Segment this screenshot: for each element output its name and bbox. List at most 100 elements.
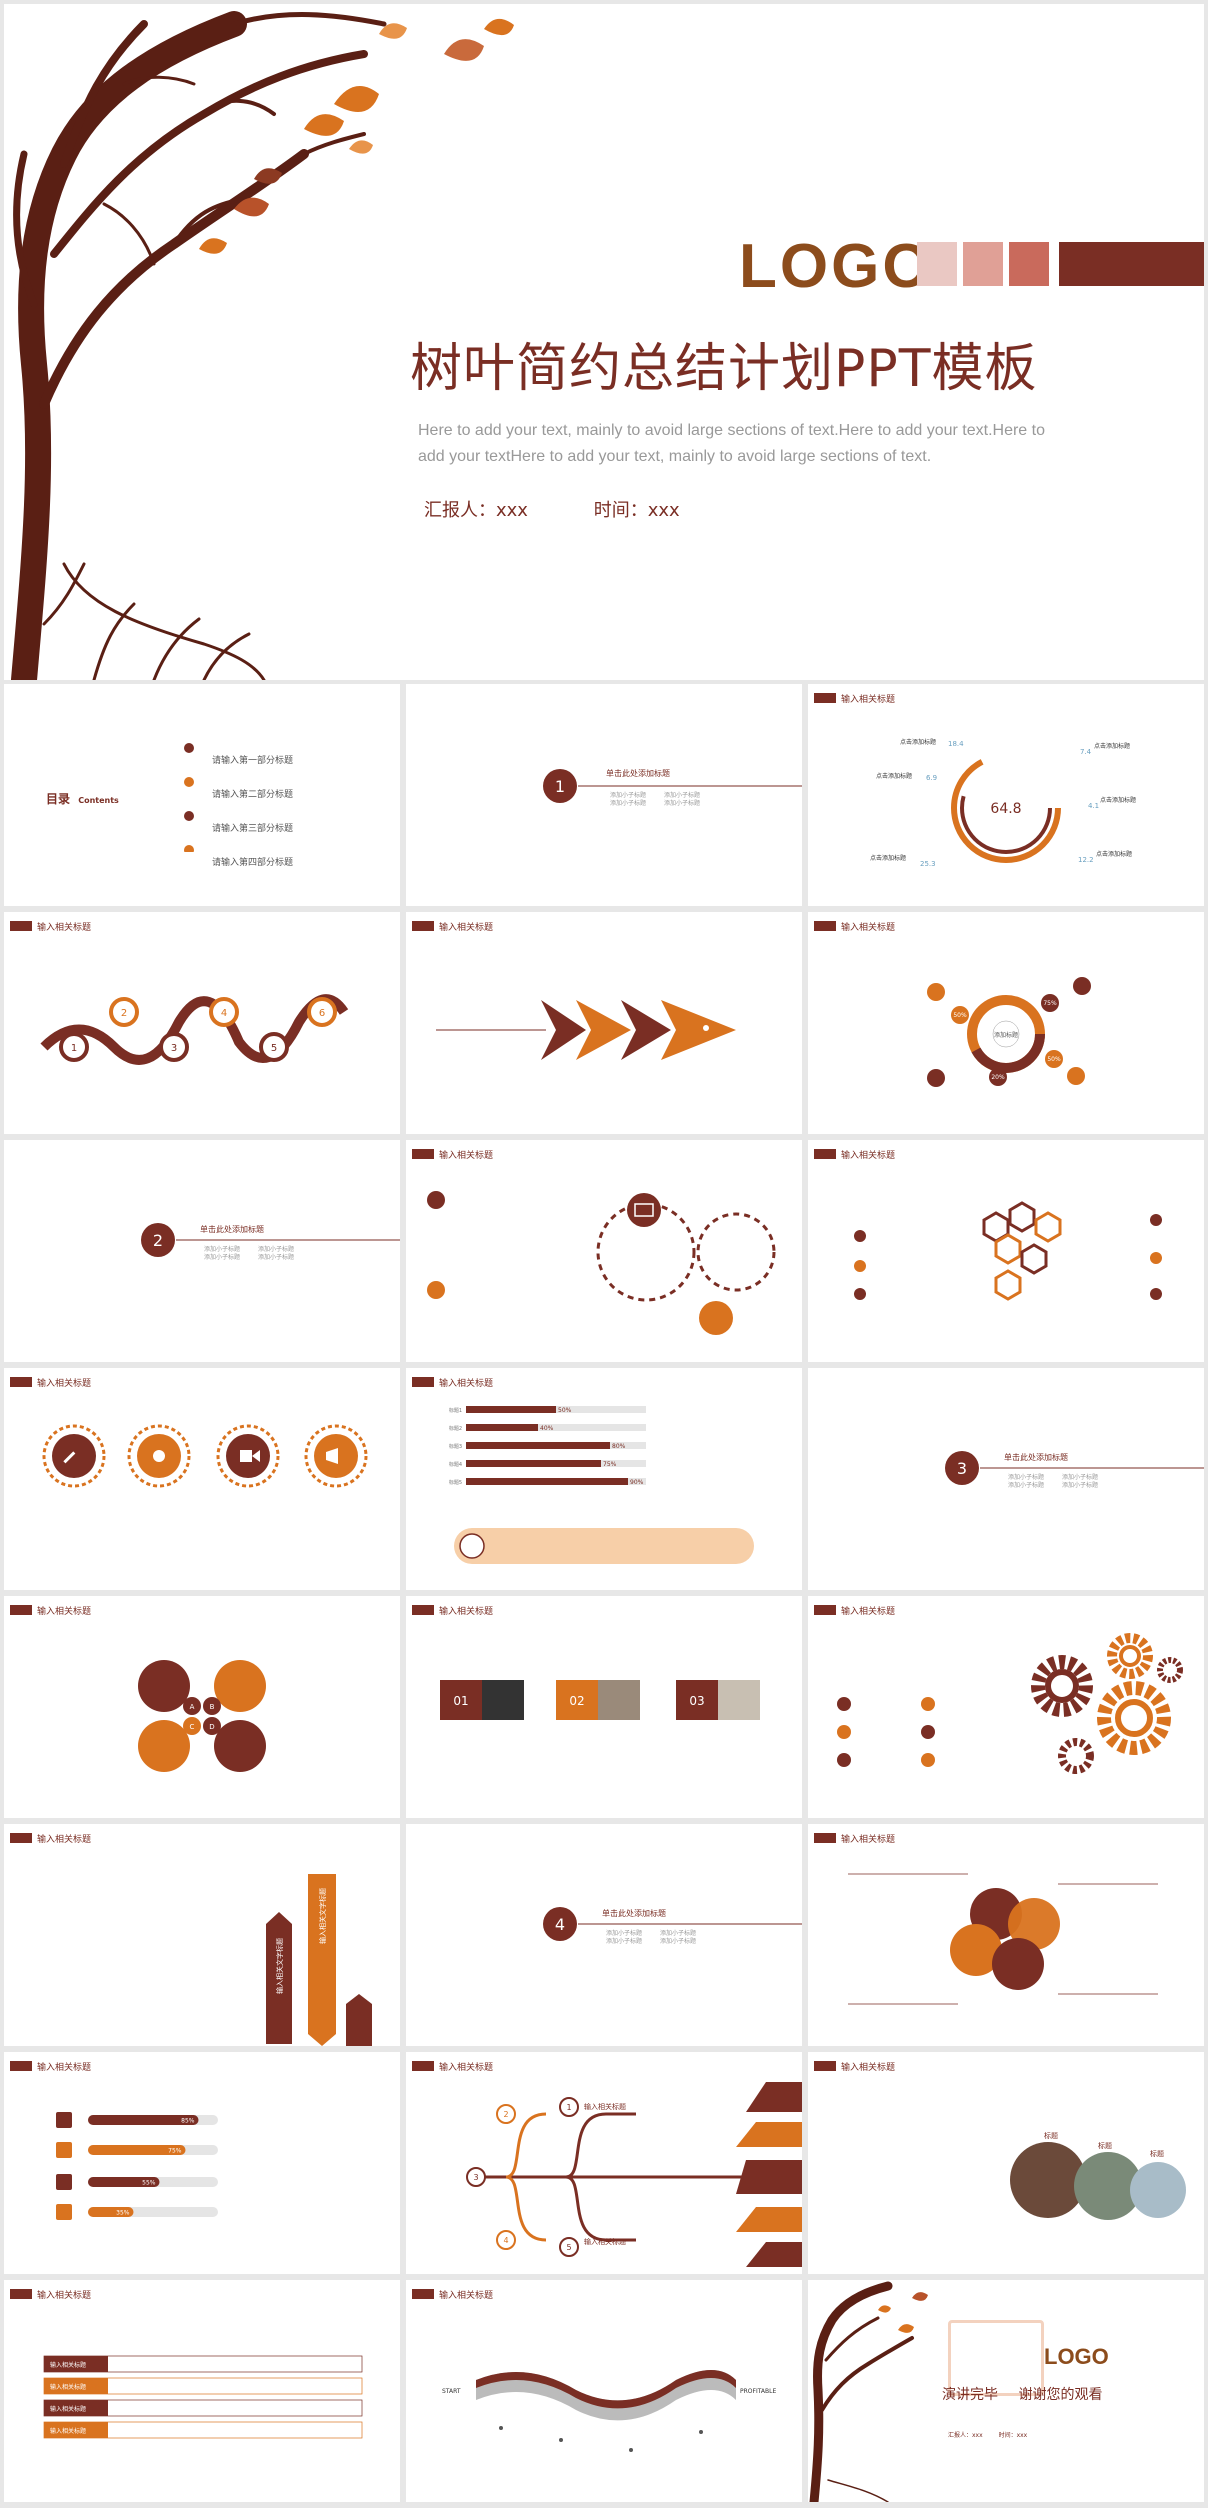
skill-bar-2 — [88, 2145, 186, 2155]
bar-label-1: 标题1 — [449, 1407, 462, 1414]
icon-circles — [42, 1424, 368, 1488]
section-3-number: 3 — [957, 1459, 967, 1478]
section-2-sub-c: 添加小子标题 — [204, 1254, 241, 1261]
slide-hexagons[interactable]: 输入相关标题 — [808, 1140, 1204, 1362]
slide-dashed-cycle[interactable]: 输入相关标题 — [406, 1140, 802, 1362]
branch-num-4: 4 — [503, 2236, 508, 2245]
branch-num-5: 5 — [566, 2243, 571, 2252]
bar-track — [466, 1424, 646, 1431]
ring-value-1: 18.4 — [948, 740, 964, 748]
section-1-graphic: 1 — [543, 769, 802, 803]
step-3: 3 — [171, 1043, 177, 1054]
section-1-sub-c: 添加小子标题 — [610, 800, 647, 807]
section-3-graphic: 3 — [945, 1451, 1204, 1485]
ring-value-5: 4.1 — [1088, 802, 1099, 810]
hexagon-cluster — [854, 1201, 1162, 1301]
ending-logo-frame — [948, 2320, 1044, 2396]
card-num-2: 02 — [569, 1694, 584, 1708]
slide-toc[interactable]: 目录 Contents 请输入第一部分标题 请输入第二部分标题 请输入第三部分标… — [4, 684, 400, 906]
slide-bar-chart[interactable]: 输入相关标题 50% 标题1 40% 标题2 80% 标题3 75% 标题4 90% 标题5 — [406, 1368, 802, 1590]
abcd-c: C — [190, 1723, 195, 1731]
slide-skill-bars[interactable]: 输入相关标题 85% 75% 55% 35% — [4, 2052, 400, 2274]
abcd-circles: A B C D — [138, 1660, 266, 1772]
slide-header: 输入相关标题 — [406, 920, 501, 936]
slide-arrows[interactable]: 输入相关标题 — [406, 912, 802, 1134]
donut-center-label: 添加标题 — [994, 1031, 1018, 1039]
toc-item-4[interactable]: 请输入第四部分标题 — [212, 858, 294, 868]
slide-ring-chart[interactable]: 输入相关标题 64.8 18.4 6.9 25.3 7.4 4.1 12.2 点… — [808, 684, 1204, 906]
slide-table[interactable]: 输入相关标题 输入相关标题 输入相关标题 输入相关标题 输入相关标题 — [4, 2280, 400, 2502]
gears-graphic — [837, 1633, 1183, 1774]
slide-photo-circles[interactable]: 输入相关标题 标题 标题 标题 — [808, 2052, 1204, 2274]
donut-pct-2: 75% — [1043, 1000, 1057, 1007]
ring-label-5: 点击添加标题 — [1100, 796, 1136, 804]
slide-venn-icons[interactable]: 输入相关标题 — [808, 1824, 1204, 2046]
ring-label-3: 点击添加标题 — [870, 854, 906, 862]
logo-bar — [1059, 242, 1204, 286]
donut-pct-1: 50% — [953, 1012, 967, 1019]
card-num-1: 01 — [453, 1694, 468, 1708]
slide-up-arrows[interactable]: 输入相关标题 输入相关文字标题 输入相关文字标题 — [4, 1824, 400, 2046]
skill-label-2: 75% — [168, 2148, 182, 2155]
skill-bar-1 — [88, 2115, 199, 2125]
slide-donut-icons[interactable]: 输入相关标题 添加标题 50% 75% 50% 20% — [808, 912, 1204, 1134]
cover-slide[interactable]: LOGO 树叶简约总结计划PPT模板 Here to add your text… — [4, 4, 1204, 680]
chevron-arrows — [436, 1000, 736, 1060]
slide-gears[interactable]: 输入相关标题 — [808, 1596, 1204, 1818]
step-6: 6 — [319, 1008, 325, 1019]
slide-section-4[interactable]: 4 单击此处添加标题 添加小子标题 添加小子标题 添加小子标题 添加小子标题 — [406, 1824, 802, 2046]
section-4-sub-a: 添加小子标题 — [606, 1930, 643, 1937]
ring-value-2: 6.9 — [926, 774, 937, 782]
reporter-label: 汇报人：xxx — [424, 500, 528, 521]
bar-label-3: 标题3 — [449, 1443, 462, 1450]
venn-icons — [848, 1873, 1158, 2005]
section-4-title: 单击此处添加标题 — [602, 1909, 666, 1918]
slide-ribbon-timeline[interactable]: 输入相关标题 START PROFITABLE — [406, 2280, 802, 2502]
slide-header: 输入相关标题 — [406, 1604, 501, 1620]
slide-process-wave[interactable]: 输入相关标题 1 2 3 4 5 6 — [4, 912, 400, 1134]
table-row-label-2: 输入相关标题 — [50, 2383, 86, 2391]
ending-meta: 汇报人：xxx 时间：xxx — [948, 2430, 1027, 2439]
ring-center-value: 64.8 — [990, 801, 1021, 817]
ring-label-4: 点击添加标题 — [1094, 742, 1130, 750]
section-2-subtitles: 添加小子标题 添加小子标题 添加小子标题 添加小子标题 — [204, 1246, 294, 1262]
toc-item-2[interactable]: 请输入第二部分标题 — [212, 790, 294, 800]
toc-list: 请输入第一部分标题 请输入第二部分标题 请输入第三部分标题 请输入第四部分标题 — [212, 744, 293, 880]
ring-value-6: 12.2 — [1078, 856, 1094, 864]
toc-title-text: 目录 — [46, 792, 71, 806]
slide-photo-cards[interactable]: 输入相关标题 01 02 03 — [406, 1596, 802, 1818]
section-3-sub-a: 添加小子标题 — [1008, 1474, 1045, 1481]
step-1: 1 — [71, 1043, 77, 1054]
branch-label-1: 输入相关标题 — [584, 2102, 626, 2111]
ending-subtitle: 谢谢您的观看 — [1018, 2387, 1103, 2403]
slide-header: 输入相关标题 — [406, 2060, 501, 2076]
slide-branches[interactable]: 输入相关标题 1 2 3 4 5 输入相关标题 输入相关标题 — [406, 2052, 802, 2274]
skill-bars: 85% 75% 55% 35% — [56, 2112, 218, 2220]
slide-header: 输入相关标题 — [808, 692, 903, 708]
branch-diagram: 1 2 3 4 5 输入相关标题 输入相关标题 — [466, 2082, 802, 2267]
time-label: 时间：xxx — [593, 500, 680, 521]
ring-chart: 64.8 18.4 6.9 25.3 7.4 4.1 12.2 点击添加标题 点… — [870, 738, 1136, 868]
slide-section-2[interactable]: 2 单击此处添加标题 添加小子标题 添加小子标题 添加小子标题 添加小子标题 — [4, 1140, 400, 1362]
section-3-sub-d: 添加小子标题 — [1061, 1482, 1098, 1489]
photo-label-1: 标题 — [1044, 2131, 1058, 2140]
slide-section-1[interactable]: 1 单击此处添加标题 添加小子标题 添加小子标题 添加小子标题 添加小子标题 — [406, 684, 802, 906]
section-1-sub-d: 添加小子标题 — [663, 800, 700, 807]
donut-pct-4: 20% — [991, 1074, 1005, 1081]
slide-abcd-circles[interactable]: 输入相关标题 A B C D — [4, 1596, 400, 1818]
cover-title: 树叶简约总结计划PPT模板 — [410, 339, 1038, 399]
bar-1 — [466, 1406, 556, 1413]
bar-label-5: 标题5 — [449, 1479, 462, 1486]
slide-ending[interactable]: LOGO 演讲完毕 谢谢您的观看 汇报人：xxx 时间：xxx — [808, 2280, 1204, 2502]
toc-item-3[interactable]: 请输入第三部分标题 — [212, 824, 294, 834]
bar-value-4: 75% — [603, 1461, 617, 1468]
logo-text: LOGO — [739, 232, 934, 301]
bar-label-2: 标题2 — [449, 1425, 462, 1432]
slide-header: 输入相关标题 — [808, 920, 903, 936]
label-table: 输入相关标题 输入相关标题 输入相关标题 输入相关标题 — [43, 2355, 363, 2439]
toc-item-1[interactable]: 请输入第一部分标题 — [212, 756, 294, 766]
slide-section-3[interactable]: 3 单击此处添加标题 添加小子标题 添加小子标题 添加小子标题 添加小子标题 — [808, 1368, 1204, 1590]
slide-header: 输入相关标题 — [4, 1832, 99, 1848]
skill-label-3: 55% — [142, 2180, 156, 2187]
slide-icon-circles[interactable]: 输入相关标题 — [4, 1368, 400, 1590]
